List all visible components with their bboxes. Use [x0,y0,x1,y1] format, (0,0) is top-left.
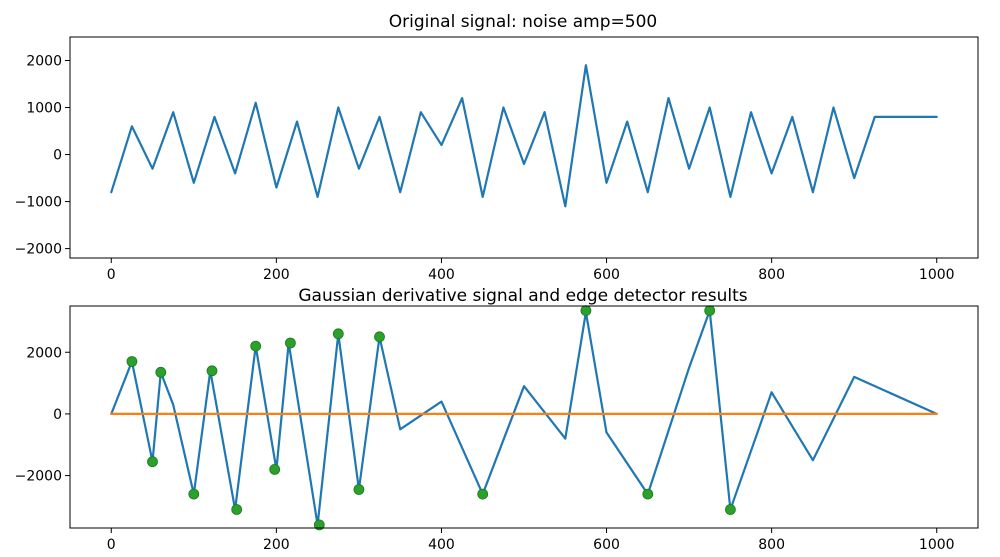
bot-x-tick-label: 600 [593,537,620,553]
bot-edge-marker [231,504,243,515]
bot-edge-marker [477,488,489,500]
top-plot-area [110,64,938,208]
top-chart-title: Original signal: noise amp=500 [389,12,657,32]
bot-edge-marker [332,328,344,340]
bot-y-tick-label: −2000 [15,469,62,485]
bot-y-tick-label: 2000 [26,345,62,361]
bottom-plot-area [110,305,938,531]
top-y-axis: −2000 −1000 0 1000 2000 [15,54,70,258]
bottom-axes-frame [69,305,979,529]
top-panel: Original signal: noise amp=500 0 200 400 60… [15,12,979,283]
bot-edge-marker [269,463,281,475]
top-y-tick-label: −1000 [15,195,62,211]
bot-edge-marker [147,456,158,468]
bot-edge-marker [206,365,218,377]
bot-y-tick-label: 0 [53,407,62,423]
bot-edge-marker [155,366,167,378]
top-series-line-0 [110,64,938,208]
top-x-tick-label: 800 [758,267,785,283]
bot-x-tick-label: 0 [107,537,116,553]
top-x-tick-label: 400 [428,267,455,283]
top-x-axis: 0 200 400 600 800 1000 [107,258,955,283]
bottom-y-axis: −2000 0 2000 [15,345,70,485]
bot-edge-marker [313,519,325,531]
bot-edge-marker [704,305,716,317]
bot-x-tick-label: 400 [428,537,455,553]
top-x-tick-label: 0 [107,267,116,283]
bot-x-tick-label: 1000 [919,537,955,553]
bot-x-tick-label: 800 [758,537,785,553]
bot-x-tick-label: 200 [263,537,290,553]
bot-edge-marker [353,484,365,495]
top-y-tick-label: −2000 [15,242,62,258]
top-y-tick-label: 0 [53,148,62,164]
bot-edge-marker [284,337,296,349]
top-y-tick-label: 1000 [26,101,62,117]
top-x-tick-label: 1000 [919,267,955,283]
bottom-x-axis: 0 200 400 600 800 1000 [107,528,955,553]
bot-edge-marker [374,331,385,343]
bot-edge-marker [580,305,592,317]
bot-series-line-0 [110,309,938,527]
bottom-panel: Gaussian derivative signal and edge dete… [15,286,979,553]
bot-edge-marker [188,488,200,500]
bot-edge-marker [725,504,736,515]
bot-edge-marker [126,356,138,367]
bot-edge-marker [250,340,262,352]
top-axes-frame [69,36,979,259]
bottom-chart-title: Gaussian derivative signal and edge dete… [298,286,747,306]
top-x-tick-label: 600 [593,267,620,283]
top-y-tick-label: 2000 [26,54,62,70]
bot-edge-marker [642,488,654,500]
top-x-tick-label: 200 [263,267,290,283]
